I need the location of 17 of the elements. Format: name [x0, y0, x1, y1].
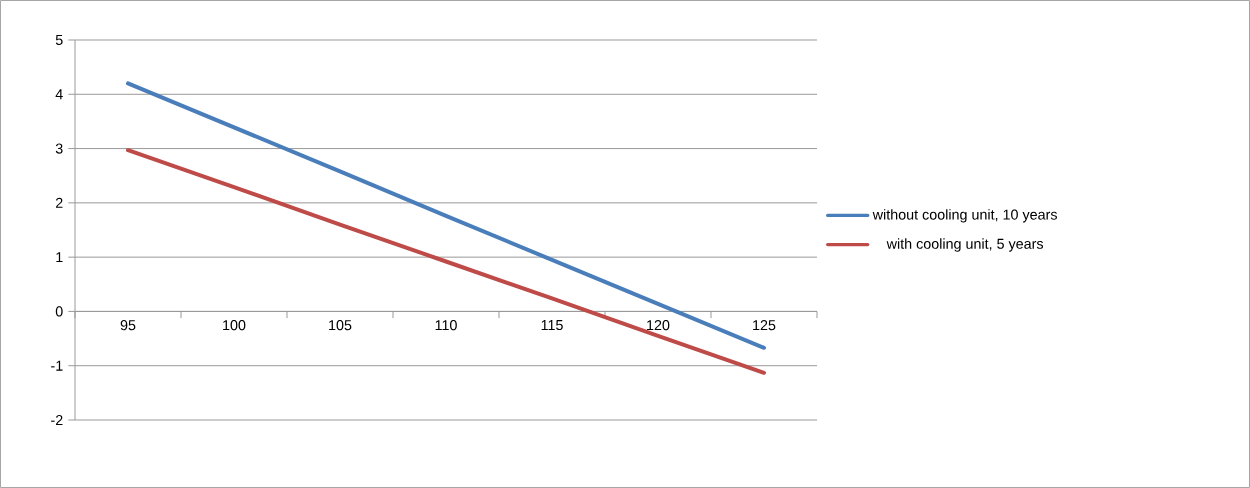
y-tick-label: 2: [55, 197, 63, 208]
y-tick-label: 1: [56, 252, 63, 263]
y-tick-label: -1: [51, 360, 63, 371]
y-tick-label: -2: [51, 414, 63, 425]
y-tick-label: 3: [55, 143, 63, 154]
x-tick-label: 110: [435, 320, 457, 331]
y-tick-label: 0: [55, 306, 63, 317]
y-tick-label: 5: [55, 35, 63, 45]
legend-label: without cooling unit, 10 years: [872, 209, 1057, 223]
y-tick-label: 4: [55, 89, 63, 100]
x-tick-label: 105: [329, 320, 352, 331]
x-tick-label: 100: [223, 320, 246, 331]
x-tick-label: 125: [753, 320, 776, 331]
x-tick-label: 95: [120, 320, 136, 331]
x-tick-label: 120: [647, 320, 670, 331]
x-tick-label: 115: [541, 320, 563, 331]
legend-label: with cooling unit, 5 years: [886, 238, 1044, 252]
